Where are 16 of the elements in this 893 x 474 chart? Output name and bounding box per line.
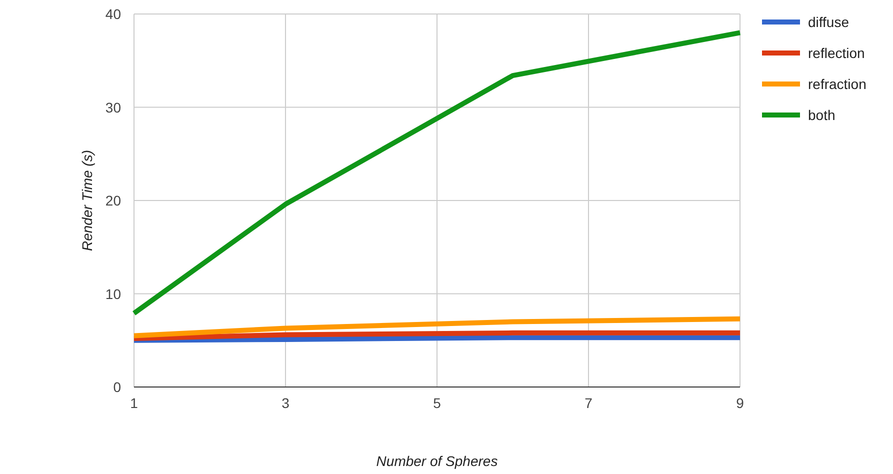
y-tick-label: 10 xyxy=(105,286,122,302)
legend-label: reflection xyxy=(808,45,865,61)
x-axis-title: Number of Spheres xyxy=(376,453,498,469)
x-tick-label: 1 xyxy=(130,395,138,411)
y-tick-label: 30 xyxy=(105,99,122,116)
y-tick-label: 40 xyxy=(105,6,122,22)
x-tick-label: 3 xyxy=(282,395,290,411)
x-tick-label: 5 xyxy=(433,395,442,411)
legend-label: diffuse xyxy=(808,14,850,30)
x-tick-label: 9 xyxy=(736,395,744,411)
legend-label: refraction xyxy=(808,76,866,92)
legend-label: both xyxy=(808,107,836,123)
y-tick-label: 20 xyxy=(105,192,122,208)
y-axis-title: Render Time (s) xyxy=(79,150,95,252)
x-tick-label: 7 xyxy=(584,395,593,411)
y-tick-label: 0 xyxy=(113,379,122,395)
